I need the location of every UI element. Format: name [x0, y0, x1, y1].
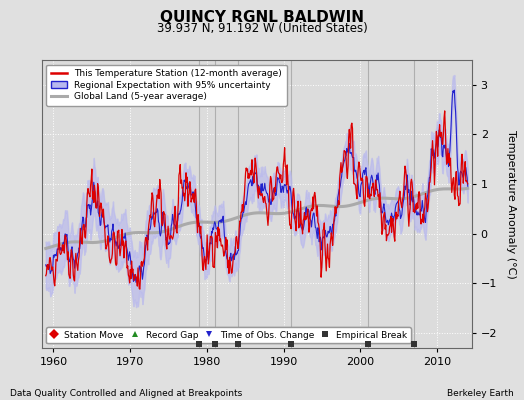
Text: QUINCY RGNL BALDWIN: QUINCY RGNL BALDWIN: [160, 10, 364, 25]
Text: Data Quality Controlled and Aligned at Breakpoints: Data Quality Controlled and Aligned at B…: [10, 389, 243, 398]
Text: Temperature Anomaly (°C): Temperature Anomaly (°C): [506, 130, 516, 278]
Text: 39.937 N, 91.192 W (United States): 39.937 N, 91.192 W (United States): [157, 22, 367, 35]
Legend: Station Move, Record Gap, Time of Obs. Change, Empirical Break: Station Move, Record Gap, Time of Obs. C…: [47, 327, 411, 344]
Text: Berkeley Earth: Berkeley Earth: [447, 389, 514, 398]
